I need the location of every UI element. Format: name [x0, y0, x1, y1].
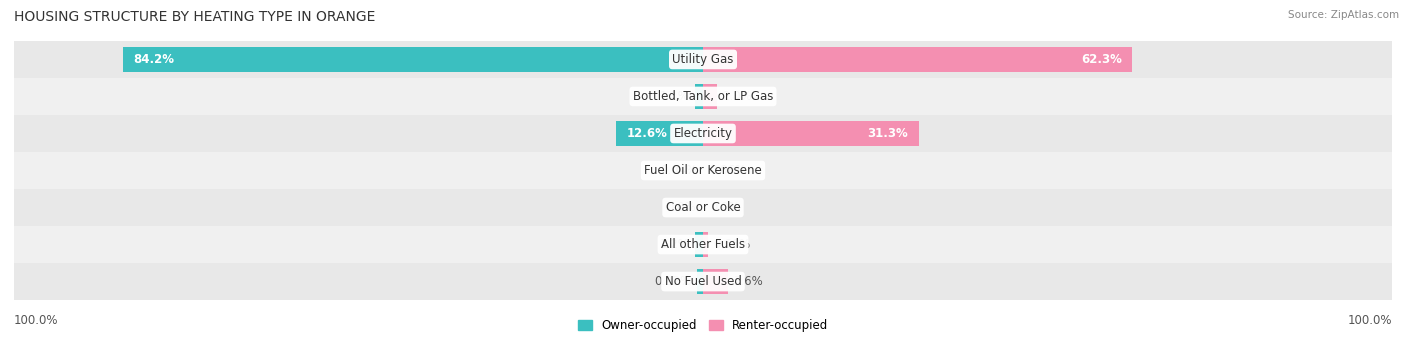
Text: 100.0%: 100.0%	[14, 314, 59, 327]
Text: Coal or Coke: Coal or Coke	[665, 201, 741, 214]
Bar	[703, 121, 918, 146]
Bar	[14, 152, 1392, 189]
Text: 2.0%: 2.0%	[723, 90, 752, 103]
Legend: Owner-occupied, Renter-occupied: Owner-occupied, Renter-occupied	[578, 319, 828, 332]
Text: 100.0%: 100.0%	[1347, 314, 1392, 327]
Text: 12.6%: 12.6%	[627, 127, 668, 140]
Text: HOUSING STRUCTURE BY HEATING TYPE IN ORANGE: HOUSING STRUCTURE BY HEATING TYPE IN ORA…	[14, 10, 375, 24]
Bar	[703, 47, 1132, 72]
Text: Utility Gas: Utility Gas	[672, 53, 734, 66]
Text: 0.0%: 0.0%	[666, 201, 696, 214]
Text: 84.2%: 84.2%	[134, 53, 174, 66]
Bar	[14, 78, 1392, 115]
Text: 1.2%: 1.2%	[659, 238, 689, 251]
Bar	[696, 84, 703, 109]
Bar	[696, 269, 703, 294]
Bar	[703, 269, 728, 294]
Text: Fuel Oil or Kerosene: Fuel Oil or Kerosene	[644, 164, 762, 177]
Text: 0.66%: 0.66%	[713, 238, 751, 251]
Text: No Fuel Used: No Fuel Used	[665, 275, 741, 288]
Text: 3.6%: 3.6%	[734, 275, 763, 288]
Text: Electricity: Electricity	[673, 127, 733, 140]
Bar	[14, 41, 1392, 78]
Text: 0.06%: 0.06%	[709, 164, 747, 177]
Text: 62.3%: 62.3%	[1081, 53, 1122, 66]
Bar	[14, 263, 1392, 300]
Text: 31.3%: 31.3%	[868, 127, 908, 140]
Bar	[703, 232, 707, 257]
Text: 0.92%: 0.92%	[654, 275, 692, 288]
Bar	[703, 84, 717, 109]
Bar	[616, 121, 703, 146]
Text: All other Fuels: All other Fuels	[661, 238, 745, 251]
Bar	[14, 189, 1392, 226]
Bar	[695, 232, 703, 257]
Text: 0.0%: 0.0%	[710, 201, 740, 214]
Text: 1.1%: 1.1%	[659, 90, 690, 103]
Bar	[14, 115, 1392, 152]
Text: Bottled, Tank, or LP Gas: Bottled, Tank, or LP Gas	[633, 90, 773, 103]
Bar	[122, 47, 703, 72]
Text: 0.04%: 0.04%	[659, 164, 697, 177]
Bar	[14, 226, 1392, 263]
Text: Source: ZipAtlas.com: Source: ZipAtlas.com	[1288, 10, 1399, 20]
